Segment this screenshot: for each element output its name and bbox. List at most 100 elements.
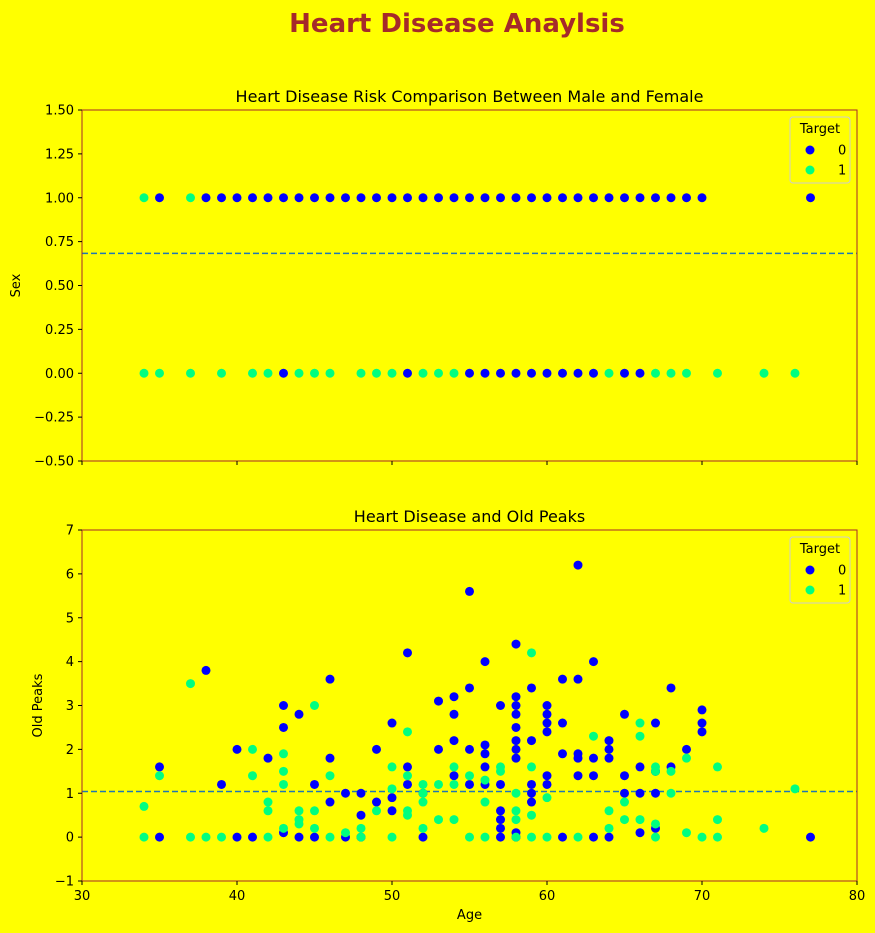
- data-point: [604, 806, 614, 816]
- chart-sex-comparison: Heart Disease Risk Comparison Between Ma…: [9, 87, 858, 470]
- data-point: [418, 193, 428, 203]
- data-point: [511, 744, 521, 754]
- data-point: [434, 779, 443, 789]
- data-point: [434, 193, 443, 203]
- data-point: [263, 753, 273, 763]
- data-point: [635, 762, 645, 772]
- data-point: [620, 788, 629, 798]
- data-point: [697, 718, 707, 728]
- data-point: [589, 832, 598, 842]
- data-point: [387, 793, 397, 803]
- data-point: [759, 368, 769, 378]
- data-point: [620, 815, 629, 825]
- data-point: [713, 368, 722, 378]
- data-point: [155, 771, 164, 781]
- data-point: [527, 736, 536, 746]
- x-tick-label: 50: [384, 889, 401, 904]
- data-point: [651, 766, 660, 776]
- data-point: [511, 722, 521, 732]
- y-tick-label: 0.00: [45, 367, 74, 382]
- data-point: [248, 771, 257, 781]
- data-point: [201, 665, 211, 675]
- data-point: [496, 766, 505, 776]
- legend-label-1: 1: [838, 584, 846, 599]
- data-point: [341, 788, 350, 798]
- data-point: [589, 731, 598, 741]
- data-point: [604, 823, 614, 833]
- data-point: [418, 797, 428, 807]
- data-point: [449, 736, 459, 746]
- data-point: [589, 368, 598, 378]
- data-point: [341, 193, 350, 203]
- data-point: [310, 823, 319, 833]
- data-point: [294, 193, 304, 203]
- data-point: [573, 753, 583, 763]
- legend: Target 0 1: [789, 116, 851, 184]
- data-point: [356, 193, 366, 203]
- data-point: [217, 779, 226, 789]
- data-point: [713, 832, 722, 842]
- data-point: [558, 832, 567, 842]
- data-point: [403, 727, 412, 737]
- data-point: [480, 832, 490, 842]
- data-point: [604, 744, 614, 754]
- data-point: [542, 709, 552, 719]
- y-tick-label: −1: [55, 875, 74, 890]
- data-point: [263, 368, 273, 378]
- data-point: [294, 368, 304, 378]
- data-point: [418, 368, 428, 378]
- data-point: [697, 832, 707, 842]
- data-point: [511, 692, 521, 702]
- data-point: [480, 775, 490, 785]
- legend: Target 0 1: [789, 536, 851, 604]
- y-tick-label: 0.50: [45, 279, 74, 294]
- chart-title: Heart Disease Risk Comparison Between Ma…: [236, 87, 704, 106]
- data-point: [666, 683, 676, 693]
- data-point: [496, 832, 505, 842]
- data-point: [542, 193, 552, 203]
- data-point: [139, 368, 149, 378]
- data-point: [310, 832, 319, 842]
- data-point: [573, 832, 583, 842]
- data-point: [511, 806, 521, 816]
- data-point: [418, 823, 428, 833]
- data-point: [620, 193, 629, 203]
- data-point: [682, 193, 691, 203]
- data-point: [325, 674, 335, 684]
- data-point: [356, 823, 366, 833]
- series-target-1: [139, 193, 800, 378]
- data-point: [542, 727, 552, 737]
- data-point: [666, 766, 676, 776]
- data-point: [217, 832, 226, 842]
- data-point: [589, 771, 598, 781]
- data-point: [232, 193, 242, 203]
- data-point: [263, 193, 273, 203]
- data-point: [527, 832, 536, 842]
- data-point: [155, 193, 164, 203]
- data-point: [201, 832, 211, 842]
- y-tick-label: −0.50: [34, 455, 74, 470]
- legend-box: [789, 116, 851, 184]
- data-point: [480, 762, 490, 772]
- y-tick-label: 0.25: [45, 323, 74, 338]
- data-point: [279, 722, 288, 732]
- data-point: [759, 823, 769, 833]
- data-point: [356, 810, 366, 820]
- data-point: [604, 368, 614, 378]
- data-point: [558, 749, 567, 759]
- legend-box: [789, 536, 851, 604]
- data-point: [697, 193, 707, 203]
- data-point: [620, 709, 629, 719]
- data-point: [403, 810, 412, 820]
- data-point: [589, 657, 598, 667]
- plot-area: [82, 530, 857, 881]
- data-point: [449, 193, 459, 203]
- x-tick-label: 60: [539, 889, 556, 904]
- data-point: [511, 815, 521, 825]
- data-point: [635, 828, 645, 838]
- data-point: [201, 193, 211, 203]
- data-point: [387, 193, 397, 203]
- legend-marker-0: [805, 565, 815, 575]
- data-point: [527, 762, 536, 772]
- legend-title: Target: [799, 542, 840, 557]
